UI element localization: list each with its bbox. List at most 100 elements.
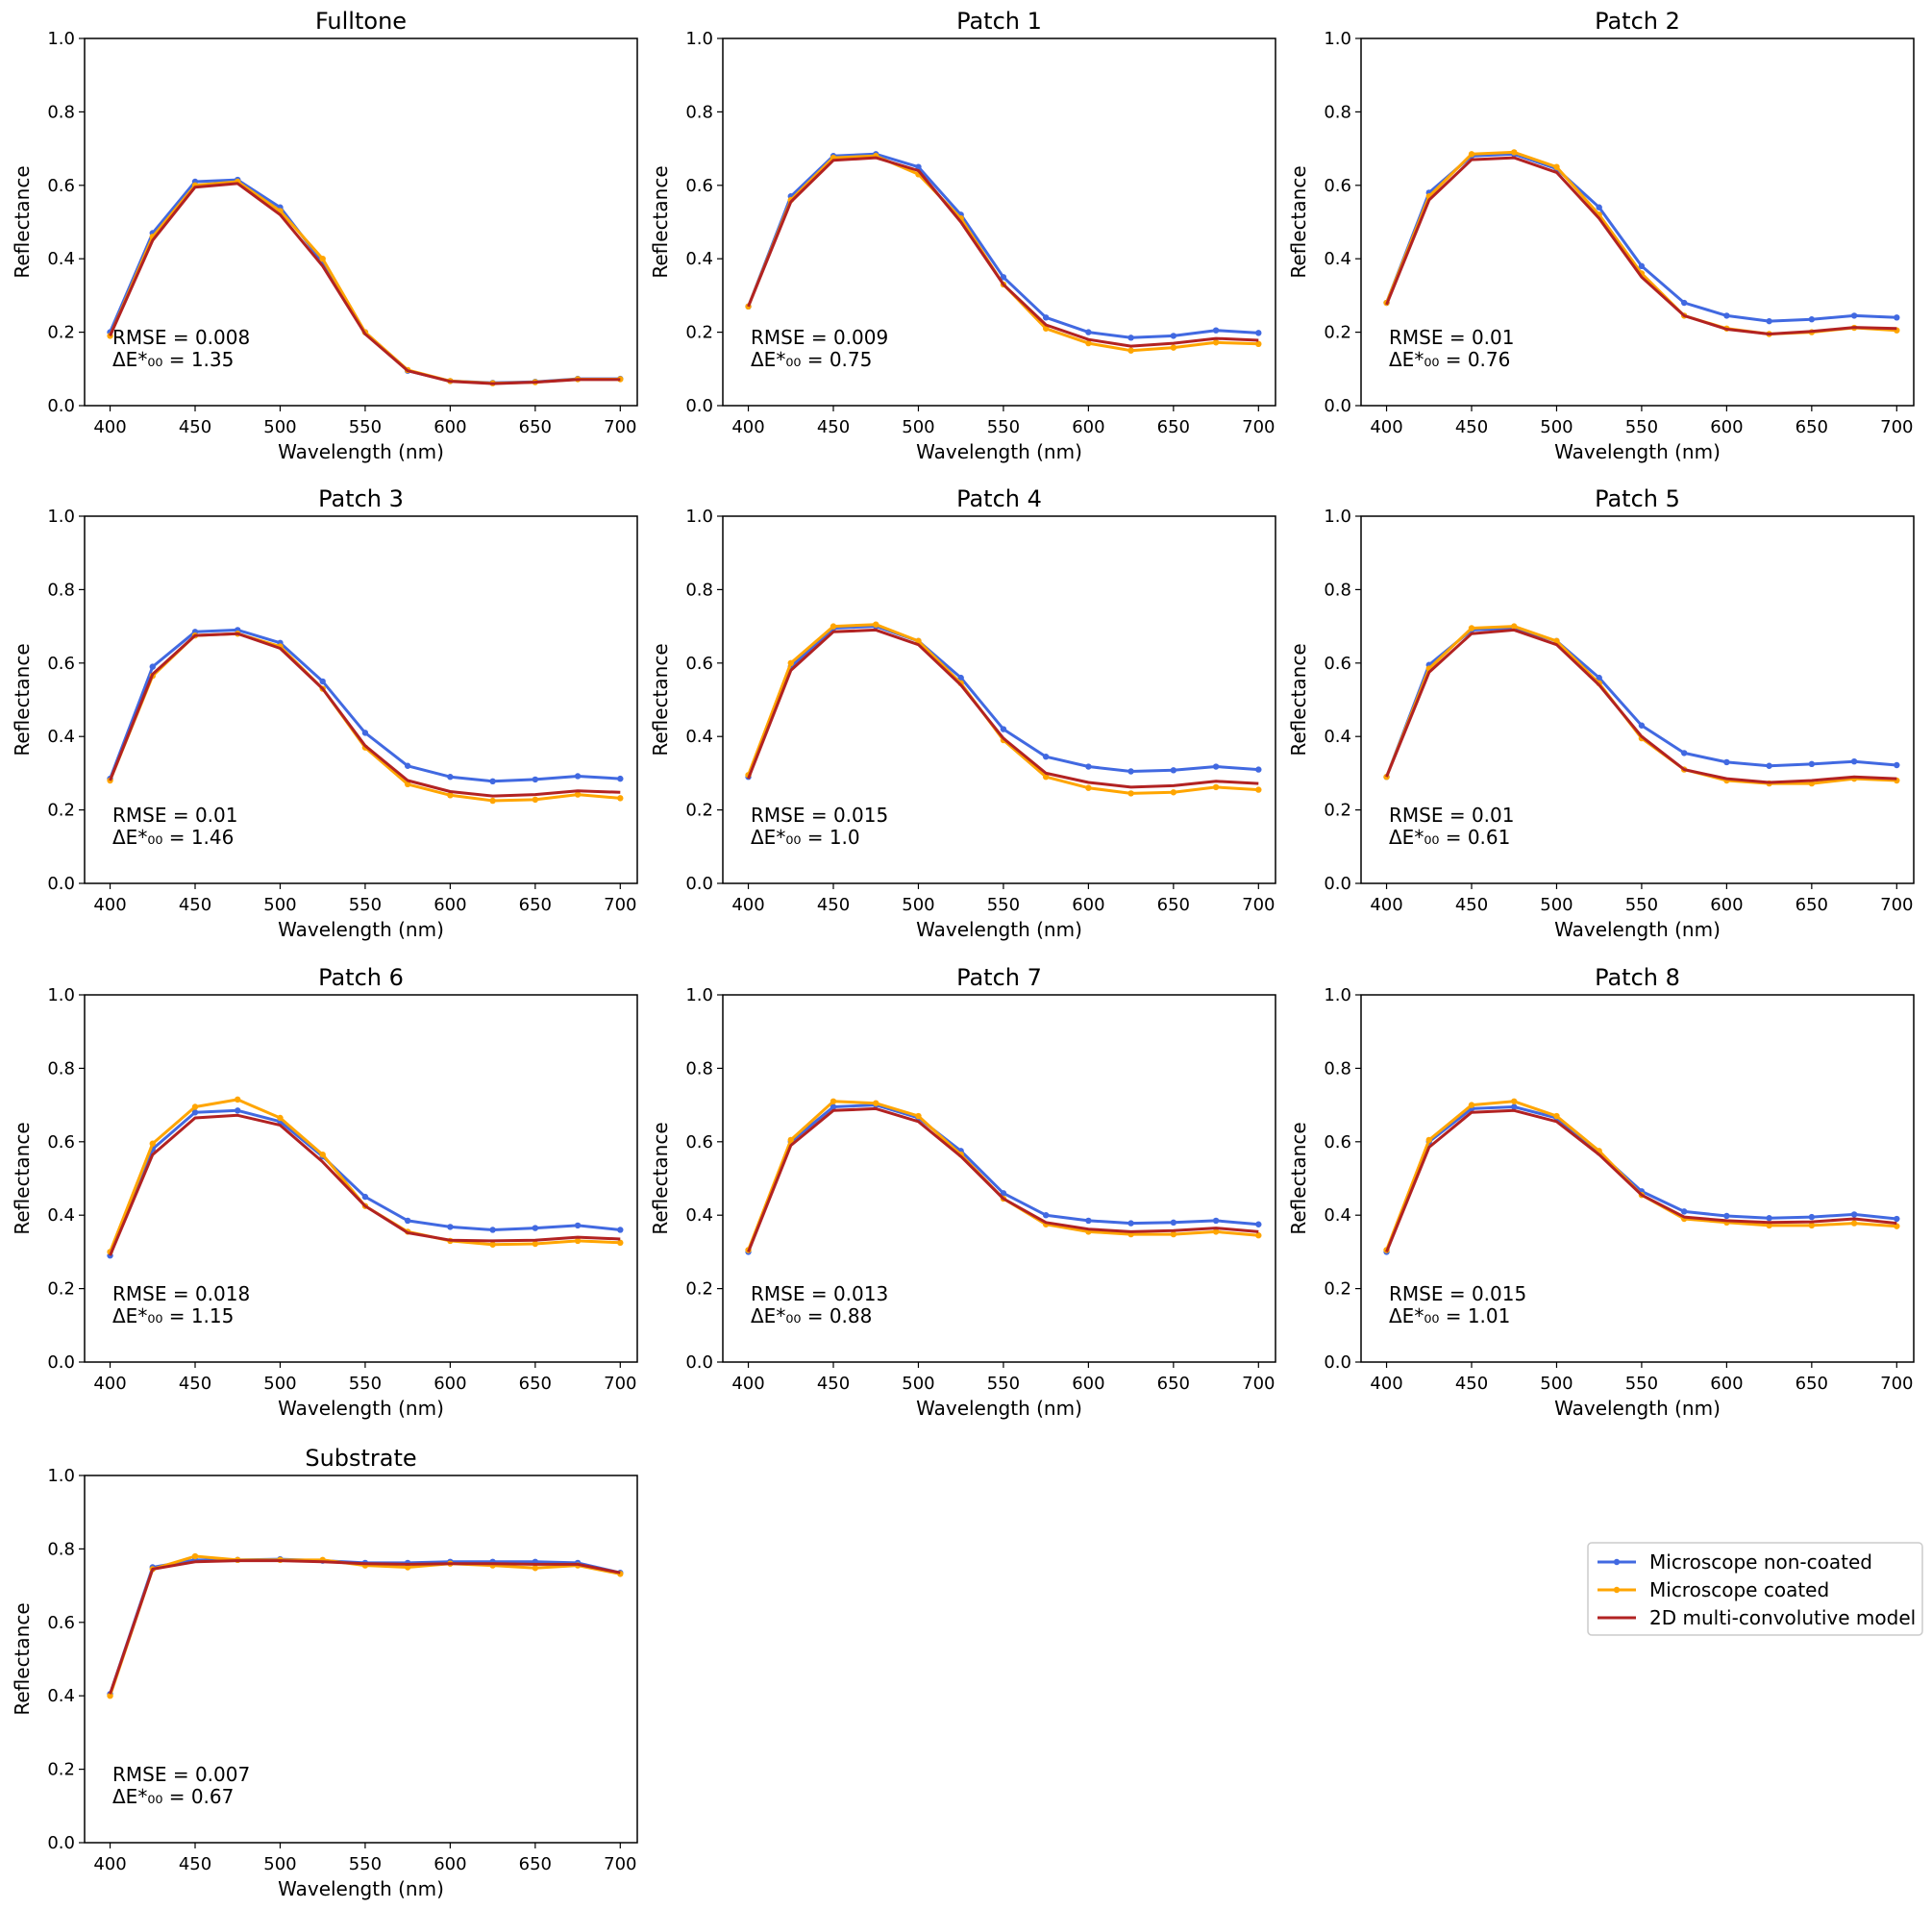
x-tick-label: 600 <box>1072 417 1104 437</box>
subplot-title: Fulltone <box>315 8 407 35</box>
data-point <box>1723 312 1730 319</box>
subplot-title: Patch 4 <box>956 485 1042 512</box>
data-point <box>1468 1102 1475 1108</box>
series-line-3 <box>747 156 1259 348</box>
y-tick-label: 1.0 <box>685 507 713 527</box>
y-tick-label: 0.8 <box>47 102 75 122</box>
y-tick-label: 0.4 <box>685 249 713 269</box>
y-tick-label: 1.0 <box>47 29 75 49</box>
y-tick-label: 0.2 <box>685 323 713 343</box>
x-tick-label: 450 <box>179 417 211 437</box>
y-tick-label: 1.0 <box>47 507 75 527</box>
data-point <box>1638 722 1646 729</box>
x-tick-label: 500 <box>263 895 296 915</box>
y-axis-label: Reflectance <box>11 1602 34 1715</box>
x-tick-label: 600 <box>433 895 466 915</box>
data-point <box>1766 1222 1772 1229</box>
y-tick-label: 0.2 <box>47 1760 75 1780</box>
x-tick-label: 600 <box>433 1374 466 1394</box>
delta-e-annotation: ΔE*₀₀ = 1.01 <box>1389 1304 1510 1327</box>
x-tick-label: 600 <box>433 1854 466 1874</box>
data-point <box>1553 163 1560 170</box>
x-tick-label: 400 <box>731 417 764 437</box>
y-axis-label: Reflectance <box>1287 643 1310 756</box>
series-line-3 <box>109 632 621 798</box>
y-tick-label: 0.2 <box>47 1279 75 1300</box>
series-line-3 <box>747 1106 1259 1252</box>
legend: Microscope non-coated Microscope coated 2D… <box>1587 1542 1923 1636</box>
data-point <box>447 1224 454 1230</box>
data-point <box>1596 204 1602 211</box>
data-point <box>1894 1215 1900 1223</box>
data-point <box>574 773 582 780</box>
data-point <box>1170 789 1177 796</box>
y-axis-label: Reflectance <box>1287 1122 1310 1234</box>
data-point <box>1808 1213 1816 1221</box>
data-point <box>830 1103 837 1110</box>
y-tick-label: 0.8 <box>1324 580 1351 600</box>
y-tick-label: 0.4 <box>685 727 713 747</box>
legend-box <box>1587 1542 1923 1636</box>
data-point <box>1127 1220 1134 1227</box>
x-tick-label: 500 <box>263 1374 296 1394</box>
data-point <box>915 163 922 170</box>
x-tick-label: 600 <box>1710 417 1743 437</box>
x-tick-label: 550 <box>987 895 1020 915</box>
y-tick-label: 0.0 <box>47 396 75 416</box>
y-tick-label: 1.0 <box>47 1466 75 1486</box>
subplot-5: Patch 4 400 450 500 550 600 650 700 0.0 0.2 0.4 0.6… <box>649 485 1276 941</box>
data-point <box>915 637 922 645</box>
y-tick-label: 0.6 <box>1324 654 1351 674</box>
data-point <box>1723 1212 1730 1220</box>
data-point <box>1212 339 1220 346</box>
data-point <box>361 730 369 736</box>
x-tick-label: 500 <box>1540 895 1573 915</box>
x-axis-label: Wavelength (nm) <box>278 440 444 463</box>
x-axis-label: Wavelength (nm) <box>1554 440 1721 463</box>
series-line-1 <box>747 152 1259 339</box>
data-point <box>1085 339 1092 347</box>
data-point <box>489 797 496 805</box>
series-line-1 <box>109 1108 621 1256</box>
x-tick-label: 550 <box>987 417 1020 437</box>
data-point <box>1894 1223 1900 1229</box>
data-point <box>1170 767 1177 774</box>
axes-frame <box>84 1475 638 1844</box>
data-point <box>1511 1103 1518 1110</box>
data-point <box>404 762 411 769</box>
subplot-title: Patch 5 <box>1595 485 1680 512</box>
y-tick-label: 0.2 <box>47 323 75 343</box>
y-tick-label: 0.4 <box>1324 1205 1351 1226</box>
rmse-annotation: RMSE = 0.013 <box>751 1282 888 1305</box>
data-point <box>1468 151 1475 158</box>
legend-marker <box>1613 1558 1621 1566</box>
data-point <box>1212 763 1220 770</box>
y-tick-label: 0.8 <box>1324 102 1351 122</box>
x-tick-label: 600 <box>1072 1374 1104 1394</box>
y-tick-label: 0.6 <box>47 1132 75 1153</box>
rmse-annotation: RMSE = 0.009 <box>751 326 888 349</box>
data-point <box>1042 325 1050 332</box>
x-axis-label: Wavelength (nm) <box>1554 918 1721 941</box>
data-point <box>319 256 326 262</box>
series-line-2 <box>747 1100 1259 1252</box>
data-point <box>1723 758 1730 766</box>
data-point <box>1766 1215 1772 1222</box>
x-tick-label: 650 <box>519 1854 552 1874</box>
data-point <box>1596 674 1602 682</box>
x-tick-label: 650 <box>1157 417 1190 437</box>
data-point <box>489 778 496 785</box>
y-tick-label: 0.6 <box>1324 176 1351 196</box>
x-tick-label: 650 <box>519 895 552 915</box>
data-point <box>235 1096 241 1103</box>
y-tick-label: 0.0 <box>1324 396 1351 416</box>
y-axis-label: Reflectance <box>11 165 34 278</box>
series-line-3 <box>1385 628 1897 784</box>
data-point <box>1255 786 1262 793</box>
data-point <box>532 1240 539 1248</box>
series-line-2 <box>1385 150 1897 335</box>
series-line-3 <box>747 628 1259 789</box>
rmse-annotation: RMSE = 0.01 <box>112 804 238 827</box>
y-tick-label: 1.0 <box>685 985 713 1005</box>
x-tick-label: 450 <box>179 1854 211 1874</box>
